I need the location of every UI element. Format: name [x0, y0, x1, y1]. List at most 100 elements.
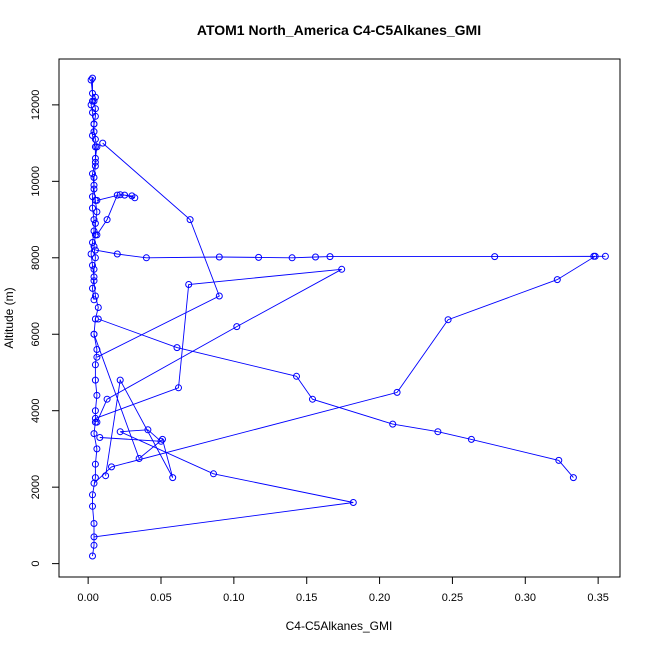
- x-tick-label: 0.25: [442, 592, 463, 604]
- data-point: [90, 430, 98, 438]
- data-point: [312, 253, 319, 261]
- data-point: [93, 445, 101, 453]
- series-line-1: [90, 76, 99, 557]
- data-point: [102, 472, 110, 480]
- data-point: [91, 460, 99, 468]
- data-point: [87, 101, 95, 109]
- data-point: [89, 193, 96, 201]
- data-point: [90, 265, 98, 273]
- data-point: [491, 253, 499, 261]
- y-tick-label: 4000: [30, 398, 42, 422]
- series-line-8: [93, 429, 354, 538]
- data-point: [326, 253, 334, 261]
- data-point: [103, 395, 111, 403]
- data-point: [90, 296, 98, 304]
- data-point: [135, 455, 143, 462]
- data-point: [89, 132, 96, 139]
- data-point: [90, 174, 98, 181]
- data-point: [157, 437, 165, 445]
- data-point: [89, 552, 96, 560]
- data-point: [90, 181, 98, 189]
- data-point: [91, 376, 99, 384]
- data-point: [175, 384, 182, 392]
- data-point: [91, 292, 99, 300]
- data-point: [142, 254, 150, 262]
- data-point: [91, 219, 99, 227]
- data-point: [89, 239, 96, 246]
- data-point: [93, 353, 101, 361]
- data-point: [89, 109, 96, 116]
- x-tick-label: 0.00: [77, 592, 98, 604]
- data-point: [87, 250, 95, 258]
- data-point: [116, 428, 124, 436]
- data-point: [215, 292, 223, 300]
- data-point: [91, 143, 99, 151]
- data-point: [108, 463, 115, 471]
- data-point: [91, 361, 99, 369]
- data-point: [93, 418, 101, 426]
- data-point: [93, 391, 101, 399]
- y-tick-label: 2000: [30, 475, 42, 499]
- data-point: [113, 191, 121, 199]
- data-point: [467, 435, 475, 443]
- data-point: [90, 185, 98, 193]
- data-point: [338, 265, 346, 273]
- data-point: [215, 253, 223, 261]
- data-point: [94, 304, 102, 311]
- data-point: [91, 158, 99, 166]
- chart-title: ATOM1 North_America C4-C5Alkanes_GMI: [197, 22, 481, 38]
- plot-area: [87, 74, 609, 560]
- data-point: [90, 273, 98, 281]
- series-line-4: [96, 194, 136, 236]
- data-point: [99, 139, 107, 147]
- data-point: [233, 323, 241, 331]
- data-point: [91, 246, 99, 254]
- data-point: [121, 191, 129, 199]
- y-tick-label: 0: [30, 561, 42, 567]
- data-point: [89, 491, 96, 499]
- data-point: [87, 76, 95, 84]
- y-tick-label: 12000: [30, 90, 42, 121]
- data-point: [91, 154, 99, 162]
- data-point: [90, 242, 98, 250]
- data-point: [91, 162, 99, 170]
- data-point: [103, 216, 111, 224]
- data-point: [185, 281, 193, 288]
- y-axis-label: Altitude (m): [2, 287, 16, 348]
- data-point: [186, 216, 194, 224]
- data-point: [90, 533, 98, 541]
- data-point: [90, 479, 98, 487]
- data-point: [91, 414, 99, 422]
- series-line-3: [93, 249, 606, 484]
- data-point: [89, 170, 96, 178]
- data-point: [393, 388, 401, 396]
- data-point: [89, 89, 96, 97]
- data-point: [89, 261, 96, 269]
- data-point: [389, 420, 397, 428]
- y-tick-label: 6000: [30, 322, 42, 346]
- data-point: [591, 252, 599, 260]
- data-point: [96, 434, 104, 441]
- x-tick-label: 0.30: [515, 592, 536, 604]
- data-point: [91, 254, 99, 262]
- data-point: [569, 474, 577, 482]
- y-tick-label: 10000: [30, 166, 42, 197]
- data-point: [90, 120, 98, 128]
- x-axis: 0.00 0.05 0.10 0.15 0.20 0.25 0.30 0.35: [77, 576, 609, 604]
- data-point: [93, 208, 101, 216]
- data-point: [113, 250, 121, 258]
- data-point: [173, 344, 181, 352]
- data-point: [349, 499, 357, 506]
- series-line-2: [96, 142, 220, 358]
- data-point: [144, 426, 152, 434]
- data-point: [90, 128, 98, 136]
- data-point: [93, 231, 101, 239]
- data-point: [89, 204, 96, 212]
- data-point: [309, 395, 316, 403]
- data-point: [89, 502, 96, 510]
- data-point: [116, 376, 124, 384]
- data-point: [601, 252, 609, 260]
- data-point: [555, 456, 563, 464]
- x-tick-label: 0.20: [369, 592, 390, 604]
- y-tick-label: 8000: [30, 246, 42, 270]
